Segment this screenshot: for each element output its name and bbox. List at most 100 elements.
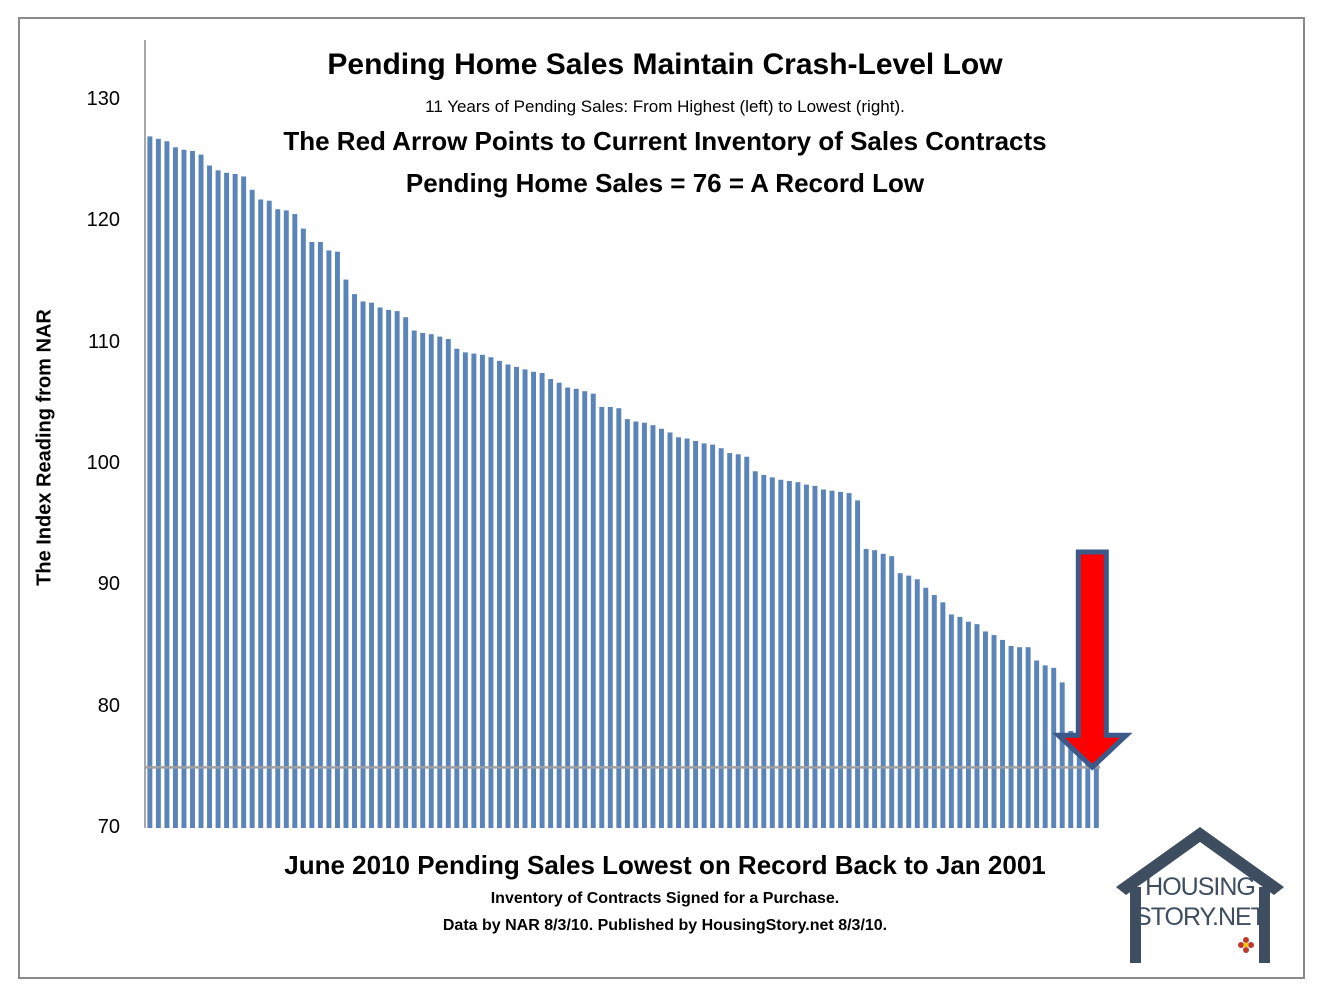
bar (1008, 646, 1014, 828)
bar (147, 136, 153, 828)
bar (420, 332, 426, 828)
bar (1068, 730, 1074, 828)
bar (1025, 647, 1031, 828)
bar (838, 491, 844, 828)
bar (786, 480, 792, 828)
bar (411, 330, 417, 828)
bars-group (147, 136, 1099, 829)
bar (616, 408, 622, 828)
y-tick-label: 130 (86, 88, 120, 110)
bar (437, 336, 443, 828)
bar (684, 438, 690, 828)
bar (454, 348, 460, 828)
bar (548, 379, 554, 828)
bar (735, 454, 741, 828)
footer-headline: June 2010 Pending Sales Lowest on Record… (284, 850, 1046, 880)
bar (803, 484, 809, 828)
bar (309, 241, 315, 828)
bar (283, 210, 289, 828)
bar (855, 500, 861, 828)
bar (258, 199, 264, 829)
bar (565, 387, 571, 828)
bar (241, 176, 247, 828)
bar (795, 482, 801, 828)
bar (403, 317, 409, 828)
bar (573, 388, 579, 828)
bar (872, 550, 878, 828)
bar (812, 485, 818, 828)
bar (360, 301, 366, 828)
bar (471, 353, 477, 828)
bar (769, 477, 775, 828)
bar (889, 556, 895, 828)
red-arrow-shape (1051, 549, 1133, 771)
bar (1000, 639, 1006, 828)
annotation-line-2: Pending Home Sales = 76 = A Record Low (405, 168, 925, 198)
bar (957, 616, 963, 828)
bar (1076, 753, 1082, 828)
bar (1042, 665, 1048, 828)
bar (317, 241, 323, 828)
bar (778, 479, 784, 828)
footer-line-2: Inventory of Contracts Signed for a Purc… (490, 890, 840, 907)
bar (522, 369, 528, 828)
red-arrow (1051, 549, 1133, 771)
bar (1017, 647, 1023, 828)
y-tick-label: 80 (97, 694, 120, 717)
bar (249, 189, 255, 829)
bar (172, 147, 178, 828)
bar (607, 406, 613, 828)
bar (300, 228, 306, 829)
bar (224, 172, 230, 829)
bar (965, 621, 971, 828)
bar (181, 149, 187, 828)
footer-line-3: Data by NAR 8/3/10. Published by Housing… (442, 917, 888, 934)
bar (190, 150, 195, 828)
bar (983, 631, 988, 828)
bar (198, 154, 204, 829)
housingstory-logo (1116, 827, 1284, 963)
bar (556, 382, 562, 828)
chart-title: Pending Home Sales Maintain Crash-Level … (327, 48, 1003, 81)
bar (931, 595, 937, 828)
y-tick-label: 120 (86, 209, 120, 232)
bar (488, 357, 494, 828)
bar (974, 624, 980, 828)
bar (693, 440, 699, 828)
bar (923, 587, 929, 828)
chart-subtitle: 11 Years of Pending Sales: From Highest … (425, 97, 905, 116)
flower-icon (1238, 937, 1254, 953)
bar (531, 371, 537, 828)
bar (207, 165, 213, 828)
bar (215, 170, 221, 828)
bar (744, 456, 750, 828)
bar (863, 548, 869, 828)
bar (1034, 660, 1040, 828)
bar (701, 443, 707, 828)
bar (1085, 755, 1091, 828)
bar (164, 141, 170, 828)
bar (667, 432, 673, 828)
bar (394, 311, 400, 828)
bar (275, 209, 281, 828)
bar (829, 490, 835, 828)
bar (914, 579, 920, 828)
bar (752, 471, 758, 828)
bar (821, 489, 826, 828)
house-wall-right (1259, 887, 1270, 963)
bar (1093, 755, 1099, 828)
y-tick-label: 70 (97, 816, 120, 838)
bar (897, 573, 903, 828)
bar (658, 428, 664, 828)
bar (539, 373, 545, 828)
bar (710, 444, 716, 828)
bar (386, 309, 392, 828)
bar (948, 614, 954, 828)
chart-frame (18, 17, 1305, 979)
y-tick-label: 90 (97, 573, 120, 596)
house-wall-left (1130, 887, 1141, 963)
bar (505, 364, 511, 828)
bar (352, 294, 357, 828)
bar (326, 250, 332, 828)
